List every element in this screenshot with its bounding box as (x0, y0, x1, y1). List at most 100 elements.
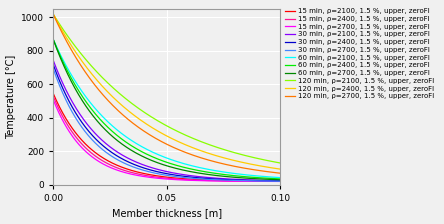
15 min, ρ=2100, 1.5 %, upper, zeroFl (272, 180, 277, 183)
15 min, ρ=2400, 1.5 %, upper, zeroFl (51, 95, 56, 97)
120 min, ρ=2700, 1.5 %, upper, zeroFl (159, 141, 165, 143)
15 min, ρ=2100, 1.5 %, upper, zeroFl (186, 178, 191, 180)
Line: 120 min, ρ=2100, 1.5 %, upper, zeroFl: 120 min, ρ=2100, 1.5 %, upper, zeroFl (53, 14, 280, 163)
30 min, ρ=2400, 1.5 %, upper, zeroFl (159, 171, 165, 174)
60 min, ρ=2700, 1.5 %, upper, zeroFl (186, 170, 191, 172)
15 min, ρ=2700, 1.5 %, upper, zeroFl (51, 98, 56, 101)
60 min, ρ=2700, 1.5 %, upper, zeroFl (158, 163, 163, 165)
30 min, ρ=2400, 1.5 %, upper, zeroFl (51, 63, 56, 66)
120 min, ρ=2400, 1.5 %, upper, zeroFl (278, 168, 283, 170)
30 min, ρ=2700, 1.5 %, upper, zeroFl (236, 179, 242, 182)
15 min, ρ=2700, 1.5 %, upper, zeroFl (272, 180, 277, 183)
30 min, ρ=2700, 1.5 %, upper, zeroFl (159, 173, 165, 176)
120 min, ρ=2400, 1.5 %, upper, zeroFl (236, 160, 242, 163)
15 min, ρ=2100, 1.5 %, upper, zeroFl (159, 175, 165, 178)
120 min, ρ=2100, 1.5 %, upper, zeroFl (51, 13, 56, 15)
30 min, ρ=2100, 1.5 %, upper, zeroFl (51, 59, 56, 61)
120 min, ρ=2700, 1.5 %, upper, zeroFl (272, 171, 277, 174)
60 min, ρ=2400, 1.5 %, upper, zeroFl (278, 178, 283, 180)
120 min, ρ=2100, 1.5 %, upper, zeroFl (272, 161, 277, 163)
15 min, ρ=2100, 1.5 %, upper, zeroFl (158, 175, 163, 178)
60 min, ρ=2100, 1.5 %, upper, zeroFl (278, 176, 283, 179)
120 min, ρ=2400, 1.5 %, upper, zeroFl (272, 167, 277, 170)
30 min, ρ=2700, 1.5 %, upper, zeroFl (278, 180, 283, 183)
120 min, ρ=2700, 1.5 %, upper, zeroFl (173, 147, 178, 150)
Line: 30 min, ρ=2100, 1.5 %, upper, zeroFl: 30 min, ρ=2100, 1.5 %, upper, zeroFl (53, 60, 280, 181)
Line: 30 min, ρ=2700, 1.5 %, upper, zeroFl: 30 min, ρ=2700, 1.5 %, upper, zeroFl (53, 69, 280, 181)
60 min, ρ=2400, 1.5 %, upper, zeroFl (51, 38, 56, 41)
15 min, ρ=2400, 1.5 %, upper, zeroFl (186, 178, 191, 181)
30 min, ρ=2400, 1.5 %, upper, zeroFl (158, 171, 163, 174)
120 min, ρ=2400, 1.5 %, upper, zeroFl (51, 13, 56, 15)
120 min, ρ=2100, 1.5 %, upper, zeroFl (236, 153, 242, 155)
15 min, ρ=2100, 1.5 %, upper, zeroFl (278, 180, 283, 183)
15 min, ρ=2700, 1.5 %, upper, zeroFl (159, 177, 165, 180)
60 min, ρ=2100, 1.5 %, upper, zeroFl (159, 155, 165, 158)
120 min, ρ=2400, 1.5 %, upper, zeroFl (158, 131, 163, 134)
120 min, ρ=2400, 1.5 %, upper, zeroFl (173, 139, 178, 142)
15 min, ρ=2400, 1.5 %, upper, zeroFl (236, 180, 242, 182)
Y-axis label: Temperature [°C]: Temperature [°C] (6, 55, 16, 139)
15 min, ρ=2400, 1.5 %, upper, zeroFl (173, 178, 178, 180)
30 min, ρ=2400, 1.5 %, upper, zeroFl (272, 180, 277, 182)
60 min, ρ=2400, 1.5 %, upper, zeroFl (186, 167, 191, 170)
60 min, ρ=2100, 1.5 %, upper, zeroFl (272, 176, 277, 179)
Line: 30 min, ρ=2400, 1.5 %, upper, zeroFl: 30 min, ρ=2400, 1.5 %, upper, zeroFl (53, 64, 280, 181)
60 min, ρ=2400, 1.5 %, upper, zeroFl (159, 159, 165, 162)
30 min, ρ=2700, 1.5 %, upper, zeroFl (186, 177, 191, 179)
30 min, ρ=2100, 1.5 %, upper, zeroFl (159, 169, 165, 172)
15 min, ρ=2100, 1.5 %, upper, zeroFl (236, 179, 242, 182)
30 min, ρ=2700, 1.5 %, upper, zeroFl (272, 180, 277, 183)
120 min, ρ=2700, 1.5 %, upper, zeroFl (236, 166, 242, 168)
120 min, ρ=2700, 1.5 %, upper, zeroFl (186, 152, 191, 155)
120 min, ρ=2100, 1.5 %, upper, zeroFl (158, 121, 163, 124)
15 min, ρ=2400, 1.5 %, upper, zeroFl (272, 180, 277, 183)
120 min, ρ=2400, 1.5 %, upper, zeroFl (186, 144, 191, 147)
60 min, ρ=2400, 1.5 %, upper, zeroFl (272, 177, 277, 180)
15 min, ρ=2700, 1.5 %, upper, zeroFl (173, 178, 178, 181)
120 min, ρ=2100, 1.5 %, upper, zeroFl (186, 135, 191, 138)
Line: 120 min, ρ=2400, 1.5 %, upper, zeroFl: 120 min, ρ=2400, 1.5 %, upper, zeroFl (53, 14, 280, 169)
Legend: 15 min, ρ=2100, 1.5 %, upper, zeroFl, 15 min, ρ=2400, 1.5 %, upper, zeroFl, 15 m: 15 min, ρ=2100, 1.5 %, upper, zeroFl, 15… (282, 6, 437, 102)
120 min, ρ=2100, 1.5 %, upper, zeroFl (159, 122, 165, 125)
60 min, ρ=2700, 1.5 %, upper, zeroFl (173, 167, 178, 170)
30 min, ρ=2700, 1.5 %, upper, zeroFl (158, 173, 163, 176)
Line: 15 min, ρ=2400, 1.5 %, upper, zeroFl: 15 min, ρ=2400, 1.5 %, upper, zeroFl (53, 96, 280, 181)
60 min, ρ=2700, 1.5 %, upper, zeroFl (51, 38, 56, 41)
15 min, ρ=2400, 1.5 %, upper, zeroFl (158, 176, 163, 179)
30 min, ρ=2100, 1.5 %, upper, zeroFl (236, 178, 242, 181)
30 min, ρ=2100, 1.5 %, upper, zeroFl (278, 179, 283, 182)
15 min, ρ=2700, 1.5 %, upper, zeroFl (278, 180, 283, 183)
30 min, ρ=2400, 1.5 %, upper, zeroFl (186, 175, 191, 178)
120 min, ρ=2700, 1.5 %, upper, zeroFl (158, 140, 163, 142)
Line: 15 min, ρ=2700, 1.5 %, upper, zeroFl: 15 min, ρ=2700, 1.5 %, upper, zeroFl (53, 99, 280, 181)
15 min, ρ=2100, 1.5 %, upper, zeroFl (51, 92, 56, 95)
30 min, ρ=2100, 1.5 %, upper, zeroFl (158, 169, 163, 172)
Line: 60 min, ρ=2700, 1.5 %, upper, zeroFl: 60 min, ρ=2700, 1.5 %, upper, zeroFl (53, 39, 280, 180)
15 min, ρ=2100, 1.5 %, upper, zeroFl (173, 177, 178, 179)
60 min, ρ=2100, 1.5 %, upper, zeroFl (51, 38, 56, 41)
60 min, ρ=2100, 1.5 %, upper, zeroFl (186, 164, 191, 166)
60 min, ρ=2700, 1.5 %, upper, zeroFl (278, 179, 283, 181)
15 min, ρ=2400, 1.5 %, upper, zeroFl (159, 177, 165, 179)
60 min, ρ=2400, 1.5 %, upper, zeroFl (173, 164, 178, 166)
X-axis label: Member thickness [m]: Member thickness [m] (111, 209, 222, 218)
15 min, ρ=2700, 1.5 %, upper, zeroFl (186, 179, 191, 182)
60 min, ρ=2100, 1.5 %, upper, zeroFl (236, 173, 242, 175)
60 min, ρ=2700, 1.5 %, upper, zeroFl (159, 163, 165, 166)
60 min, ρ=2400, 1.5 %, upper, zeroFl (158, 159, 163, 162)
Line: 120 min, ρ=2700, 1.5 %, upper, zeroFl: 120 min, ρ=2700, 1.5 %, upper, zeroFl (53, 14, 280, 173)
30 min, ρ=2400, 1.5 %, upper, zeroFl (173, 174, 178, 177)
30 min, ρ=2100, 1.5 %, upper, zeroFl (272, 179, 277, 182)
30 min, ρ=2700, 1.5 %, upper, zeroFl (51, 67, 56, 70)
Line: 60 min, ρ=2400, 1.5 %, upper, zeroFl: 60 min, ρ=2400, 1.5 %, upper, zeroFl (53, 39, 280, 179)
15 min, ρ=2700, 1.5 %, upper, zeroFl (158, 177, 163, 180)
30 min, ρ=2700, 1.5 %, upper, zeroFl (173, 175, 178, 178)
120 min, ρ=2100, 1.5 %, upper, zeroFl (173, 129, 178, 132)
60 min, ρ=2700, 1.5 %, upper, zeroFl (272, 178, 277, 181)
15 min, ρ=2700, 1.5 %, upper, zeroFl (236, 180, 242, 183)
60 min, ρ=2100, 1.5 %, upper, zeroFl (173, 160, 178, 163)
120 min, ρ=2700, 1.5 %, upper, zeroFl (278, 172, 283, 174)
60 min, ρ=2400, 1.5 %, upper, zeroFl (236, 175, 242, 177)
Line: 15 min, ρ=2100, 1.5 %, upper, zeroFl: 15 min, ρ=2100, 1.5 %, upper, zeroFl (53, 93, 280, 181)
